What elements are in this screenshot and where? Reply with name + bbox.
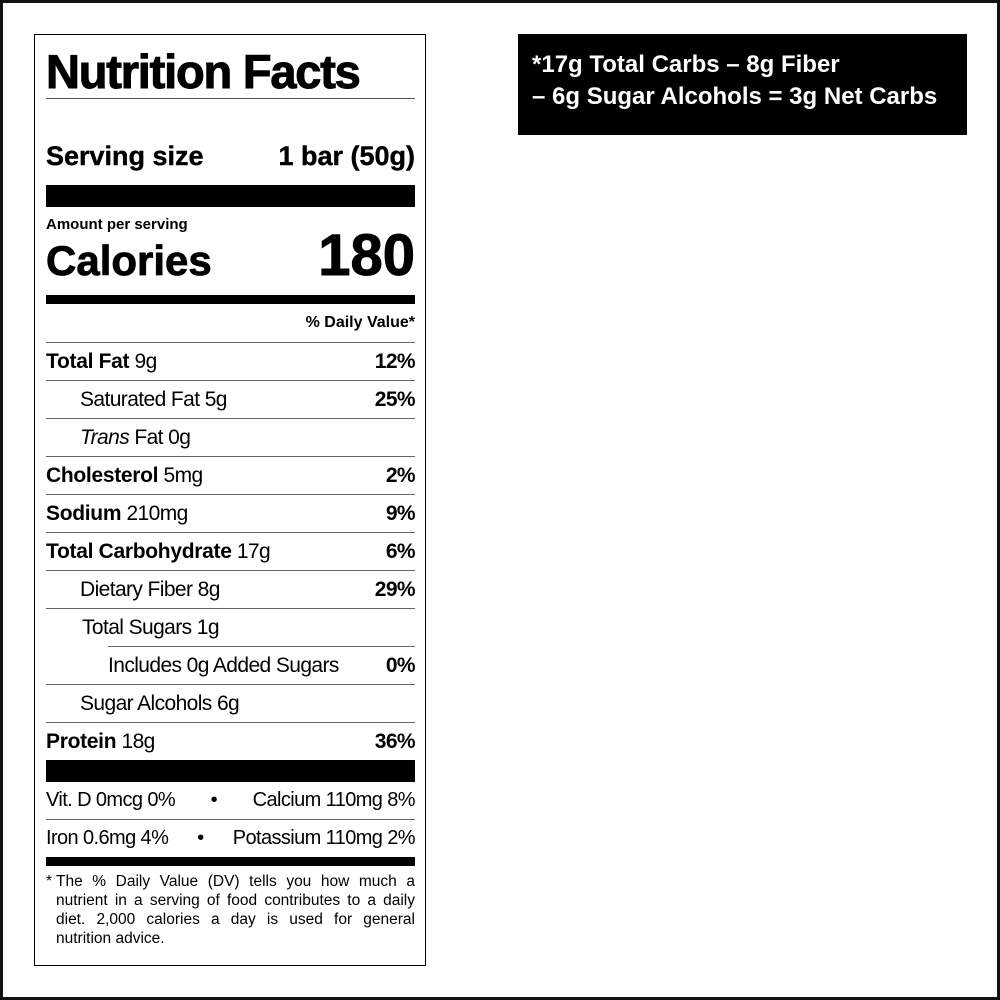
nutrient-row-total-sugars: Total Sugars 1g	[46, 608, 415, 646]
nutrient-name: Saturated Fat	[80, 387, 200, 411]
nutrient-amount: 8g	[197, 577, 221, 601]
net-carbs-callout: *17g Total Carbs – 8g Fiber – 6g Sugar A…	[518, 34, 967, 135]
nutrient-name: Trans	[80, 425, 130, 449]
nutrient-amount: 9g	[134, 349, 158, 373]
divider	[46, 98, 415, 99]
nutrient-name: Sodium	[46, 501, 122, 525]
nutrient-amount: 6g	[216, 691, 240, 715]
nutrient-row-sugar-alcohols: Sugar Alcohols 6g	[46, 684, 415, 722]
nutrient-row-total-carbohydrate: Total Carbohydrate 17g 6%	[46, 532, 416, 570]
medium-divider	[46, 295, 415, 304]
medium-divider	[46, 857, 415, 866]
nutrient-row-sodium: Sodium 210mg 9%	[46, 494, 416, 532]
nutrient-amount: 17g	[236, 539, 271, 563]
nutrient-name: Total Sugars	[82, 615, 192, 639]
nutrient-row-trans-fat: Trans Fat 0g	[46, 418, 415, 456]
nutrient-row-added-sugars: Includes 0g Added Sugars 0%	[108, 646, 416, 684]
vitamin-row: Iron 0.6mg 4% • Potassium 110mg 2%	[46, 819, 416, 857]
serving-size-value: 1 bar (50g)	[278, 141, 415, 171]
nutrient-name: Includes 0g Added Sugars	[108, 653, 339, 677]
label-title: Nutrition Facts	[46, 45, 362, 98]
nutrition-facts-label: Nutrition Facts Serving size 1 bar (50g)…	[34, 34, 426, 966]
nutrient-amount: 5mg	[163, 463, 203, 487]
nutrient-amount: 18g	[121, 729, 156, 753]
nutrient-dv: 25%	[374, 387, 416, 411]
vitamin-row: Vit. D 0mcg 0% • Calcium 110mg 8%	[46, 782, 416, 819]
thick-divider	[46, 760, 415, 782]
nutrient-amount: 1g	[196, 615, 220, 639]
bullet: •	[197, 827, 204, 849]
calories-value: 180	[318, 223, 416, 288]
footnote-star: *	[46, 873, 53, 890]
nutrient-name: Sugar Alcohols	[80, 691, 212, 715]
calories-row: Calories 180	[46, 223, 416, 288]
daily-value-header: % Daily Value*	[305, 314, 415, 331]
vitamin-d: Vit. D 0mcg 0%	[46, 789, 176, 811]
nutrient-row-protein: Protein 18g 36%	[46, 722, 416, 760]
nutrient-row-cholesterol: Cholesterol 5mg 2%	[46, 456, 416, 494]
nutrient-amount: 0g	[168, 425, 191, 449]
nutrient-name: Dietary Fiber	[80, 577, 193, 601]
nutrient-row-saturated-fat: Saturated Fat 5g 25%	[46, 380, 416, 418]
potassium: Potassium 110mg 2%	[232, 827, 416, 849]
thick-divider	[46, 185, 415, 207]
iron: Iron 0.6mg 4%	[46, 827, 169, 849]
nutrient-dv: 2%	[385, 463, 416, 487]
nutrient-dv: 0%	[385, 653, 416, 677]
nutrient-dv: 12%	[374, 349, 416, 373]
nutrient-name-suffix: Fat	[134, 425, 163, 449]
nutrient-amount: 210mg	[126, 501, 188, 525]
footnote: * The % Daily Value (DV) tells you how m…	[46, 872, 415, 948]
nutrient-name: Total Carbohydrate	[46, 539, 232, 563]
amount-per-serving: Amount per serving	[46, 216, 188, 233]
nutrient-dv: 29%	[374, 577, 416, 601]
nutrient-name: Protein	[46, 729, 117, 753]
footnote-text: The % Daily Value (DV) tells you how muc…	[56, 873, 415, 947]
nutrient-name: Cholesterol	[46, 463, 159, 487]
nutrient-row-dietary-fiber: Dietary Fiber 8g 29%	[46, 570, 416, 608]
serving-size-label: Serving size	[46, 141, 204, 171]
nutrient-dv: 36%	[374, 729, 416, 753]
serving-size: Serving size 1 bar (50g)	[46, 141, 415, 175]
net-carbs-line-2: – 6g Sugar Alcohols = 3g Net Carbs	[532, 83, 938, 110]
nutrient-amount: 5g	[204, 387, 228, 411]
net-carbs-line-1: *17g Total Carbs – 8g Fiber	[532, 51, 840, 78]
nutrient-dv: 6%	[385, 539, 416, 563]
calcium: Calcium 110mg 8%	[252, 789, 416, 811]
calories-label: Calories	[46, 237, 213, 285]
bullet: •	[210, 789, 218, 811]
nutrient-row-total-fat: Total Fat 9g 12%	[46, 342, 416, 380]
nutrient-dv: 9%	[385, 501, 416, 525]
nutrient-name: Total Fat	[46, 349, 130, 373]
